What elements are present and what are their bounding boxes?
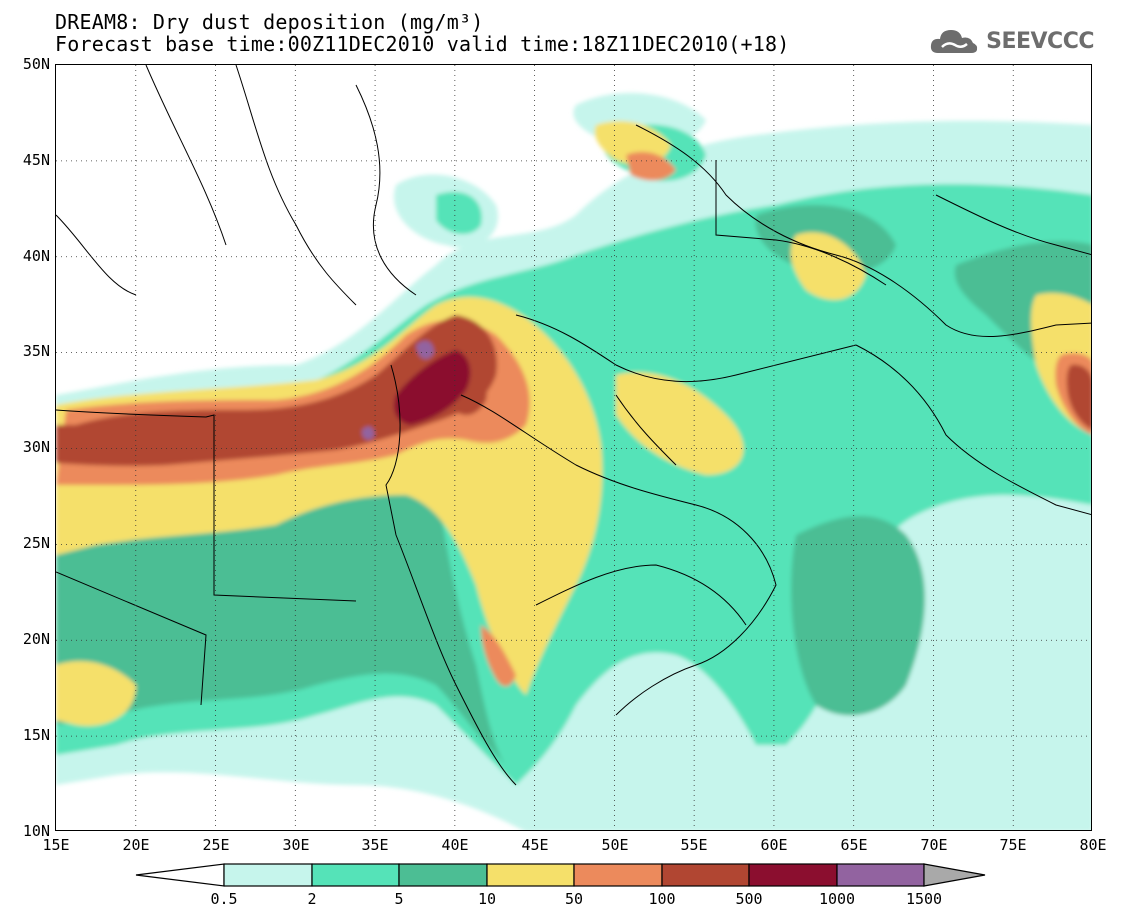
colorbar-segment <box>486 863 575 887</box>
lon-tick-label: 80E <box>1079 836 1107 854</box>
colorbar-segment <box>573 863 663 887</box>
country-borders <box>56 65 1091 786</box>
logo-text: SEEVCCC <box>986 28 1094 54</box>
map-title: DREAM8: Dry dust deposition (mg/m³) <box>55 10 484 34</box>
lat-tick-label: 15N <box>22 726 50 744</box>
lon-tick-label: 30E <box>282 836 310 854</box>
lon-tick-label: 45E <box>521 836 549 854</box>
colorbar-level-label: 5 <box>394 890 404 908</box>
lon-tick-label: 60E <box>760 836 788 854</box>
colorbar-level-label: 1000 <box>818 890 856 908</box>
colorbar-high-triangle <box>923 863 986 887</box>
dust-field <box>56 93 1091 830</box>
lat-tick-label: 50N <box>22 55 50 73</box>
colorbar-segment <box>836 863 925 887</box>
lat-tick-label: 45N <box>22 151 50 169</box>
colorbar-level-label: 1500 <box>905 890 943 908</box>
lon-tick-label: 70E <box>920 836 948 854</box>
lat-tick-label: 30N <box>22 438 50 456</box>
colorbar-level-label: 10 <box>477 890 497 908</box>
colorbar-segment <box>661 863 750 887</box>
lat-tick-label: 25N <box>22 534 50 552</box>
colorbar-low-triangle <box>135 863 225 887</box>
lon-tick-label: 40E <box>441 836 469 854</box>
lon-tick-label: 65E <box>840 836 868 854</box>
colorbar-segment <box>398 863 488 887</box>
colorbar-level-label: 0.5 <box>210 890 238 908</box>
cloud-icon <box>931 30 978 53</box>
lon-tick-label: 35E <box>361 836 389 854</box>
map-subtitle: Forecast base time:00Z11DEC2010 valid ti… <box>55 32 790 56</box>
seevccc-logo: SEEVCCC <box>928 24 1094 58</box>
colorbar-level-label: 100 <box>648 890 676 908</box>
lat-tick-label: 20N <box>22 630 50 648</box>
lon-tick-label: 50E <box>601 836 629 854</box>
lon-tick-label: 15E <box>42 836 70 854</box>
lon-tick-label: 25E <box>202 836 230 854</box>
lon-tick-label: 75E <box>999 836 1027 854</box>
colorbar-level-label: 50 <box>564 890 584 908</box>
lon-tick-label: 55E <box>680 836 708 854</box>
lat-tick-label: 40N <box>22 247 50 265</box>
lat-tick-label: 35N <box>22 342 50 360</box>
colorbar <box>135 863 986 887</box>
lat-tick-label: 10N <box>22 822 50 840</box>
lon-tick-label: 20E <box>122 836 150 854</box>
colorbar-level-label: 2 <box>307 890 317 908</box>
colorbar-segment <box>223 863 313 887</box>
dust-deposition-map <box>55 64 1092 831</box>
colorbar-segment <box>748 863 838 887</box>
colorbar-segment <box>311 863 400 887</box>
colorbar-level-label: 500 <box>735 890 763 908</box>
